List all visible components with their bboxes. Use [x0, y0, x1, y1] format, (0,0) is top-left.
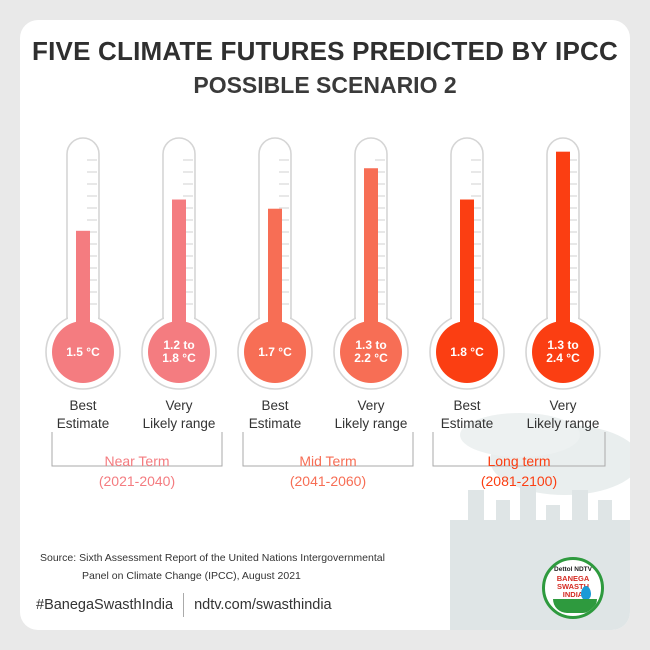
- temperature-value-line-1: 1.7 °C: [258, 344, 292, 359]
- term-label: Mid Term (2041-2060): [243, 451, 413, 491]
- leaf-hand-icon: [553, 599, 597, 613]
- caption-line-2: Likely range: [142, 416, 216, 431]
- site-link[interactable]: ndtv.com/swasthindia: [194, 597, 332, 613]
- thermometer-caption: Very Likely range: [124, 397, 234, 433]
- factory-silhouette: [450, 413, 630, 630]
- thermometer-fill: [460, 199, 474, 342]
- banega-swasth-india-logo: Dettol NDTV BANEGA SWASTH INDIA: [542, 557, 604, 619]
- temperature-value-line-1: 1.5 °C: [66, 344, 100, 359]
- source-line-2: Panel on Climate Change (IPCC), August 2…: [82, 570, 301, 582]
- thermometer-bulb: [532, 321, 594, 383]
- temperature-value: 1.3 to 2.2 °C: [341, 330, 401, 374]
- footer-divider: [183, 593, 185, 617]
- thermometer-bulb: [148, 321, 210, 383]
- thermometer-fill: [364, 168, 378, 342]
- page-title: FIVE CLIMATE FUTURES PREDICTED BY IPCC: [32, 36, 618, 66]
- thermometer-group: [45, 137, 601, 390]
- term-bracket: [242, 432, 414, 467]
- temperature-value: 1.8 °C: [437, 330, 497, 374]
- caption-line-2: Estimate: [248, 416, 302, 431]
- caption-line-1: Best: [69, 398, 97, 413]
- thermometer-caption: Very Likely range: [316, 397, 426, 433]
- temperature-value-line-2: 1.8 °C: [162, 351, 196, 365]
- temperature-value: 1.2 to 1.8 °C: [149, 330, 209, 374]
- source-note: Source: Sixth Assessment Report of the U…: [40, 549, 420, 585]
- logo-brand: BANEGA SWASTH INDIA: [556, 574, 590, 599]
- thermometer-fill: [556, 151, 570, 342]
- thermometer: [237, 137, 313, 390]
- term-label: Long term (2081-2100): [434, 451, 604, 491]
- thermometer-caption: Best Estimate: [412, 397, 522, 433]
- temperature-value: 1.7 °C: [245, 330, 305, 374]
- caption-line-1: Very: [357, 398, 385, 413]
- temperature-value-line-1: 1.3 to: [355, 338, 387, 352]
- temperature-value-line-2: 2.2 °C: [354, 351, 388, 365]
- thermometer-bulb: [244, 321, 306, 383]
- infographic-card: FIVE CLIMATE FUTURES PREDICTED BY IPCC P…: [20, 20, 630, 630]
- thermometer-caption: Best Estimate: [28, 397, 138, 433]
- source-line-1: Source: Sixth Assessment Report of the U…: [40, 552, 385, 564]
- temperature-value-line-1: 1.3 to: [547, 338, 579, 352]
- caption-line-1: Very: [165, 398, 193, 413]
- temperature-value-line-2: 2.4 °C: [546, 351, 580, 365]
- term-years: (2081-2100): [480, 473, 558, 489]
- term-bracket: [51, 432, 223, 467]
- temperature-value-line-1: 1.2 to: [163, 338, 195, 352]
- logo-ndtv: Dettol NDTV: [554, 566, 592, 573]
- caption-line-2: Estimate: [440, 416, 494, 431]
- term-name: Near Term: [104, 453, 170, 469]
- term-years: (2021-2040): [98, 473, 176, 489]
- caption-line-1: Very: [549, 398, 577, 413]
- term-name: Mid Term: [299, 453, 357, 469]
- thermometer: [141, 137, 217, 390]
- thermometer: [333, 137, 409, 390]
- page-subtitle: POSSIBLE SCENARIO 2: [193, 72, 457, 98]
- thermometer-caption: Best Estimate: [220, 397, 330, 433]
- thermometer-bulb: [340, 321, 402, 383]
- footer: #BanegaSwasthIndia ndtv.com/swasthindia: [36, 593, 332, 617]
- hashtag-text: #BanegaSwasthIndia: [36, 597, 174, 613]
- caption-line-2: Likely range: [334, 416, 408, 431]
- thermometer-fill: [268, 208, 282, 342]
- caption-line-1: Best: [453, 398, 481, 413]
- bracket-group: [51, 432, 606, 467]
- term-years: (2041-2060): [289, 473, 367, 489]
- thermometer-fill: [172, 199, 186, 342]
- temperature-value: 1.3 to 2.4 °C: [533, 330, 593, 374]
- caption-line-1: Best: [261, 398, 289, 413]
- thermometer-fill: [76, 230, 90, 342]
- temperature-value: 1.5 °C: [53, 330, 113, 374]
- thermometer: [429, 137, 505, 390]
- thermometer-bulb: [52, 321, 114, 383]
- thermometer-bulb: [436, 321, 498, 383]
- thermometer-scene: [45, 137, 630, 630]
- term-name: Long term: [487, 453, 551, 469]
- water-drop-icon: [581, 586, 591, 600]
- thermometer: [525, 137, 601, 390]
- thermometer: [45, 137, 121, 390]
- term-label: Near Term (2021-2040): [52, 451, 222, 491]
- caption-line-2: Likely range: [526, 416, 600, 431]
- caption-line-2: Estimate: [56, 416, 110, 431]
- temperature-value-line-1: 1.8 °C: [450, 344, 484, 359]
- term-bracket: [432, 432, 606, 467]
- thermometer-caption: Very Likely range: [508, 397, 618, 433]
